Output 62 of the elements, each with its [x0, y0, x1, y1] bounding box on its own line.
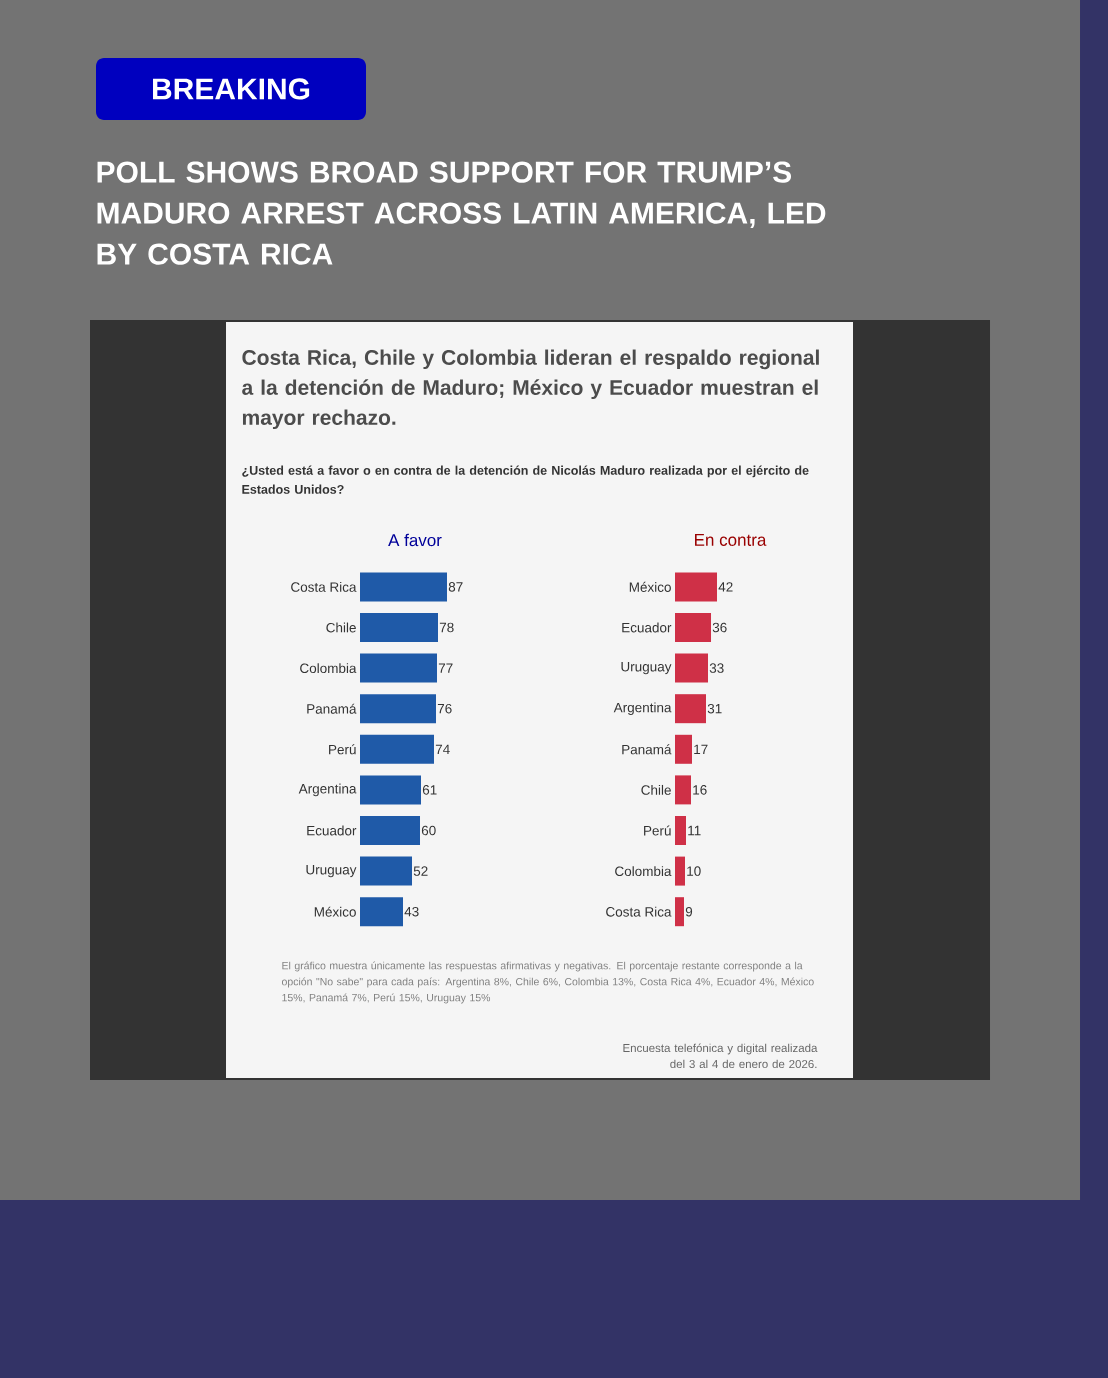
bar: [675, 775, 692, 805]
bar: [675, 694, 707, 724]
text: ¿Usted está a favor o en contra de la detención de Nicolás Maduro realizada por el ejército de Estados Unidos?: [242, 465, 809, 494]
y-tick-label: Perú: [644, 825, 671, 836]
data-label: 10: [687, 866, 701, 876]
data-label: 74: [435, 744, 450, 754]
y-tick-label: Ecuador: [307, 825, 357, 836]
data-label: 60: [421, 825, 436, 836]
y-tick-label: Perú: [329, 744, 356, 755]
data-label: 36: [712, 622, 727, 633]
data-label: 76: [437, 703, 452, 714]
bar: [675, 897, 685, 927]
y-tick-label: Uruguay: [621, 662, 672, 675]
bar: [675, 734, 693, 764]
text: Encuesta telefónica y digital realizada del 3 al 4 de enero de 2026.: [623, 1043, 818, 1069]
bar: [360, 815, 421, 845]
y-tick-label: Panamá: [622, 744, 672, 755]
y-tick-label: Colombia: [300, 663, 357, 674]
data-label: 17: [694, 744, 708, 754]
bar: [360, 653, 437, 683]
data-label: 11: [688, 825, 701, 836]
data-label: 31: [707, 703, 722, 714]
bar: [675, 815, 687, 845]
y-tick-label: México: [629, 581, 671, 592]
chart-title: A favor: [388, 533, 442, 547]
y-tick-label: Uruguay: [306, 865, 357, 878]
y-tick-label: Panamá: [307, 703, 357, 714]
data-label: 16: [693, 785, 707, 795]
bar: [360, 612, 438, 642]
bar: [360, 775, 422, 805]
text: BREAKING: [153, 78, 310, 100]
data-label: 43: [404, 906, 419, 917]
data-label: 78: [439, 622, 454, 633]
data-label: 9: [685, 906, 693, 917]
data-label: 42: [718, 582, 733, 592]
y-tick-label: Chile: [326, 622, 356, 633]
bar: [675, 653, 709, 683]
bar: [675, 856, 686, 886]
data-label: 61: [422, 785, 437, 795]
bar: [675, 612, 712, 642]
y-tick-label: Chile: [641, 784, 671, 795]
y-tick-label: Costa Rica: [291, 581, 357, 592]
y-tick-label: Colombia: [615, 866, 672, 877]
data-label: 33: [709, 663, 724, 673]
y-tick-label: Costa Rica: [606, 906, 672, 917]
text: Costa Rica, Chile y Colombia lideran el respaldo regional a la detención de Maduro; México y Ecuador muestran el mayor rechazo.: [242, 349, 819, 430]
text: POLL SHOWS BROAD SUPPORT FOR TRUMP’S MADURO ARREST ACROSS LATIN AMERICA, LED BY COSTA RICA: [97, 161, 826, 265]
data-label: 87: [448, 582, 463, 592]
data-label: 77: [438, 663, 453, 673]
chart-title: En contra: [695, 534, 767, 546]
text: El gráfico muestra únicamente las respuestas afirmativas y negativas. El porcentaje restante corresponde a la opción "No sabe" para cada país: Argentina 8%, Chile 6%, Colombia 13%, Costa Rica 4%, Ecuador 4%, México 15%, Panamá 7%, Perú 15%, Uruguay 15%: [281, 961, 814, 1004]
bar: [675, 572, 718, 602]
data-label: 52: [413, 866, 428, 876]
bar: [360, 694, 436, 724]
bar: [360, 856, 412, 886]
y-tick-label: Ecuador: [622, 622, 672, 633]
bar: [360, 897, 404, 927]
y-tick-label: México: [314, 906, 356, 917]
bar: [360, 734, 434, 764]
bar: [360, 572, 448, 602]
y-tick-label: Argentina: [613, 702, 672, 715]
y-tick-label: Argentina: [298, 783, 357, 797]
